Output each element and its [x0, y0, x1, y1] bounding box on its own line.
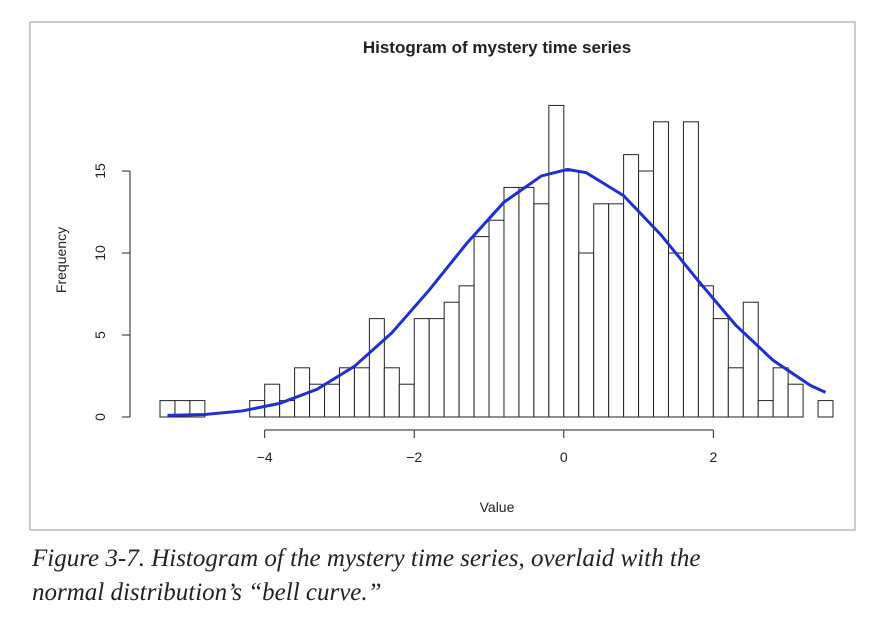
- histogram-bar: [443, 301, 460, 418]
- histogram-bar: [653, 121, 669, 418]
- histogram-bar: [189, 400, 206, 418]
- x-tick-label: −2: [406, 449, 422, 465]
- chart-title: Histogram of mystery time series: [363, 38, 631, 57]
- y-axis-label: Frequency: [53, 227, 69, 293]
- histogram-bar: [697, 285, 714, 418]
- x-axis-label: Value: [480, 499, 515, 515]
- histogram-bar: [264, 383, 281, 418]
- caption-line: Figure 3-7. Histogram of the mystery tim…: [31, 545, 700, 572]
- histogram-bar: [578, 252, 595, 418]
- histogram-bar: [667, 252, 684, 418]
- y-tick-label: 15: [92, 163, 108, 179]
- histogram-bar: [353, 367, 370, 418]
- histogram-bar: [817, 400, 834, 418]
- histogram-bar: [518, 186, 535, 418]
- histogram-bar: [563, 170, 580, 418]
- histogram-bar: [324, 383, 340, 418]
- y-tick-label: 0: [92, 413, 108, 421]
- histogram-bar: [772, 367, 789, 418]
- x-tick-label: −4: [257, 449, 273, 465]
- histogram-bar: [413, 318, 430, 418]
- histogram-bar: [398, 383, 415, 418]
- histogram-bar: [533, 203, 550, 418]
- histogram-bar: [488, 219, 505, 418]
- caption-line: normal distribution’s “bell curve.”: [32, 579, 382, 606]
- histogram-bar: [548, 104, 565, 418]
- histogram-bar: [383, 367, 400, 418]
- figure-frame: [29, 21, 856, 531]
- histogram-bar: [787, 383, 804, 418]
- histogram-bar: [473, 236, 490, 418]
- histogram-bar: [638, 170, 655, 418]
- histogram-bar: [712, 318, 729, 418]
- histogram-bar: [503, 186, 520, 418]
- histogram-bar: [458, 285, 475, 418]
- histogram-bar: [623, 154, 640, 418]
- histogram-bar: [742, 301, 759, 418]
- histogram-bar: [727, 367, 744, 418]
- y-tick-label: 5: [92, 331, 108, 339]
- x-tick-label: 0: [560, 449, 568, 465]
- histogram-bar: [757, 400, 774, 418]
- x-tick-label: 2: [709, 449, 717, 465]
- bell-curve: [167, 167, 827, 417]
- histogram-bar: [593, 203, 610, 418]
- y-tick-label: 10: [92, 245, 108, 261]
- histogram-bar: [428, 318, 445, 418]
- histogram-bar: [368, 318, 385, 418]
- histogram-bar: [608, 203, 625, 418]
